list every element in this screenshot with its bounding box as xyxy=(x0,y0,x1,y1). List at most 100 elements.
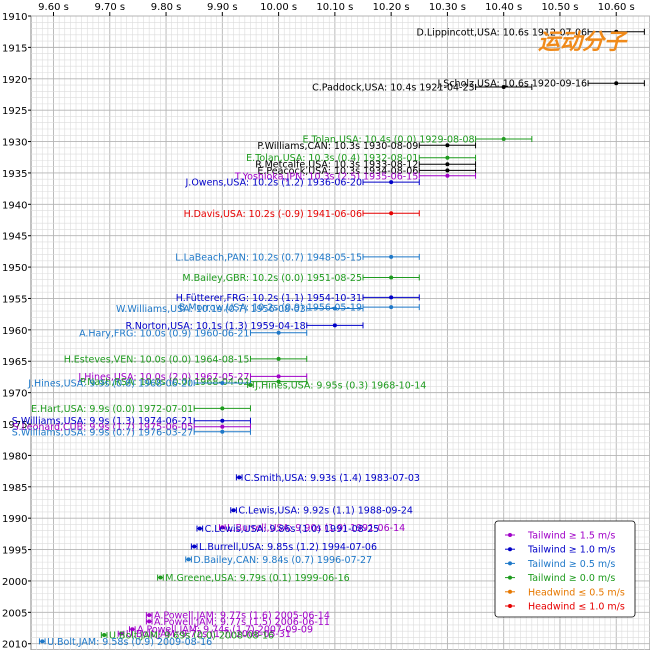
record-label: S.Williams,USA: 9.9s (0.7) 1976-03-27 xyxy=(12,427,193,438)
record-label: S.Leonard,CUB: 9.9s (1.7) 1975-06-05 xyxy=(13,422,194,433)
record-point xyxy=(445,155,450,160)
record-point xyxy=(40,639,45,644)
record-point xyxy=(276,374,281,379)
record-point xyxy=(389,295,394,300)
record-point xyxy=(147,619,152,624)
record-point xyxy=(276,330,281,335)
legend-swatch-dot xyxy=(508,575,512,580)
legend-swatch-dot xyxy=(508,561,512,566)
record-point xyxy=(158,575,163,580)
record-label: U.Bolt,JAM: 9.69s (0.0) 2008-08-16 xyxy=(109,631,274,642)
record-label: L.LaBeach,PAN: 10.2s (0.7) 1948-05-15 xyxy=(175,252,362,263)
record-label: P.Nash,RSA: 10.0s (0.0) 1968-04-02 xyxy=(80,377,249,388)
legend-box xyxy=(494,520,636,618)
y-tick-label: 1940 xyxy=(2,200,27,211)
y-tick-label: 2000 xyxy=(2,577,27,588)
record-label: U.Bolt,JAM: 9.58s (0.9) 2009-08-16 xyxy=(47,637,212,648)
record-label: B.Morrow,USA: 10.2s (0.9) 1956-05-19 xyxy=(179,303,362,314)
y-tick-label: 2005 xyxy=(2,608,27,619)
x-tick-label: 10.10 s xyxy=(316,2,353,13)
legend-label: Tailwind ≥ 1.0 m/s xyxy=(527,545,615,556)
record-point xyxy=(248,382,253,387)
record-point xyxy=(276,356,281,361)
record-point xyxy=(332,306,337,311)
record-point xyxy=(220,525,225,530)
record-point xyxy=(501,137,506,142)
y-tick-label: 1930 xyxy=(2,138,27,149)
record-label: C.Paddock,USA: 10.4s 1921-04-23 xyxy=(312,82,474,93)
legend-swatch-dot xyxy=(508,589,512,594)
record-label: U.Bolt,JAM: 9.72s (1.7) 2008-05-31 xyxy=(126,629,291,640)
record-label: A.Powell,JAM: 9.77s (1.5) 2006-06-11 xyxy=(154,617,330,628)
record-point xyxy=(501,84,506,89)
record-marks: D.Lippincott,USA: 10.6s 1912-07-06 J.Scho… xyxy=(12,27,645,648)
x-tick-label: 10.30 s xyxy=(429,2,466,13)
legend-label: Headwind ≤ 1.0 m/s xyxy=(528,602,625,613)
record-label: C.Smith,USA: 9.93s (1.4) 1983-07-03 xyxy=(244,473,420,484)
record-label: J.Hines,USA: 10.0s (2.0) 1967-05-27 xyxy=(77,372,249,383)
record-point xyxy=(389,211,394,216)
record-label: R.Metcalfe,USA: 10.3s 1933-08-12 xyxy=(255,160,418,171)
record-point xyxy=(614,29,619,34)
record-point xyxy=(389,275,394,280)
record-label: D.Bailey,CAN: 9.84s (0.7) 1996-07-27 xyxy=(193,555,372,566)
record-label: A.Powell,JAM: 9.74s (1.7) 2007-09-09 xyxy=(137,625,313,636)
y-tick-label: 1960 xyxy=(2,326,27,337)
record-point xyxy=(276,379,281,384)
y-tick-label: 1990 xyxy=(2,514,27,525)
record-point xyxy=(614,81,619,86)
x-tick-label: 9.70 s xyxy=(94,2,125,13)
record-label: J.Hines,USA: 9.95s (0.3) 1968-10-14 xyxy=(254,380,426,391)
record-label: H.Fütterer,FRG: 10.2s (1.1) 1954-10-31 xyxy=(176,293,362,304)
record-label: M.Greene,USA: 9.79s (0.1) 1999-06-16 xyxy=(165,573,349,584)
watermark-logo: 运动分子 xyxy=(538,30,628,55)
record-label: D.Lippincott,USA: 10.6s 1912-07-06 xyxy=(417,27,588,38)
record-point xyxy=(102,633,107,638)
x-tick-label: 10.60 s xyxy=(598,2,635,13)
record-point xyxy=(119,631,124,636)
record-label: W.Williams,USA: 10.1s (0.7) 1956-08-03 xyxy=(116,304,306,315)
record-point xyxy=(445,143,450,148)
legend-label: Headwind ≤ 0.5 m/s xyxy=(528,587,625,598)
y-tick-label: 1935 xyxy=(2,169,27,180)
record-label: E.Tolan,USA: 10.3s (0.4) 1932-08-01 xyxy=(246,153,418,164)
record-label: J.Scholz,USA: 10.6s 1920-09-16 xyxy=(436,79,587,90)
x-tick-label: 10.00 s xyxy=(260,2,297,13)
y-tick-label: 1910 xyxy=(2,12,27,23)
record-point xyxy=(389,254,394,259)
record-label: J.Owens,USA: 10.2s (1.2) 1936-06-20 xyxy=(185,178,363,189)
record-label: R.Norton,USA: 10.1s (1.3) 1959-04-18 xyxy=(125,321,305,332)
record-point xyxy=(220,429,225,434)
y-tick-label: 1955 xyxy=(2,294,27,305)
record-point xyxy=(389,305,394,310)
record-point xyxy=(231,508,236,513)
x-tick-label: 9.80 s xyxy=(151,2,182,13)
legend-swatch-dot xyxy=(508,604,512,608)
record-label: J.Hines,USA: 9.9s (0.8) 1968-06-20 xyxy=(27,379,193,390)
record-point xyxy=(147,613,152,618)
record-point xyxy=(445,168,450,173)
record-label: C.Lewis,USA: 9.86s (1.0) 1991-08-25 xyxy=(205,524,380,535)
legend-label: Tailwind ≥ 0.5 m/s xyxy=(527,559,615,570)
record-label: C.Lewis,USA: 9.92s (1.1) 1988-09-24 xyxy=(238,506,413,517)
grid xyxy=(30,15,650,650)
y-tick-label: 1970 xyxy=(2,389,27,400)
record-label: S.Williams,USA: 9.9s (1.3) 1974-06-21 xyxy=(12,416,193,427)
y-tick-label: 1975 xyxy=(2,420,27,431)
record-label: A.Hary,FRG: 10.0s (0.9) 1960-06-21 xyxy=(79,328,249,339)
record-point xyxy=(332,323,337,328)
x-tick-label: 10.20 s xyxy=(373,2,410,13)
record-point xyxy=(197,526,202,531)
record-point xyxy=(130,627,135,632)
x-tick-label: 10.50 s xyxy=(541,2,578,13)
x-tick-label: 10.40 s xyxy=(485,2,522,13)
y-tick-label: 1965 xyxy=(2,357,27,368)
legend-swatch-dot xyxy=(508,547,512,552)
record-label: M.Bailey,GBR: 10.2s (0.0) 1951-08-25 xyxy=(182,273,362,284)
legend-label: Tailwind ≥ 0.0 m/s xyxy=(527,573,615,584)
record-label: E.Peacock,USA: 10.3s 1934-08-06 xyxy=(257,166,418,177)
record-point xyxy=(237,475,242,480)
record-point xyxy=(389,180,394,185)
record-label: L.Burrell,USA: 9.90s (1.9) 1991-06-14 xyxy=(227,523,405,534)
